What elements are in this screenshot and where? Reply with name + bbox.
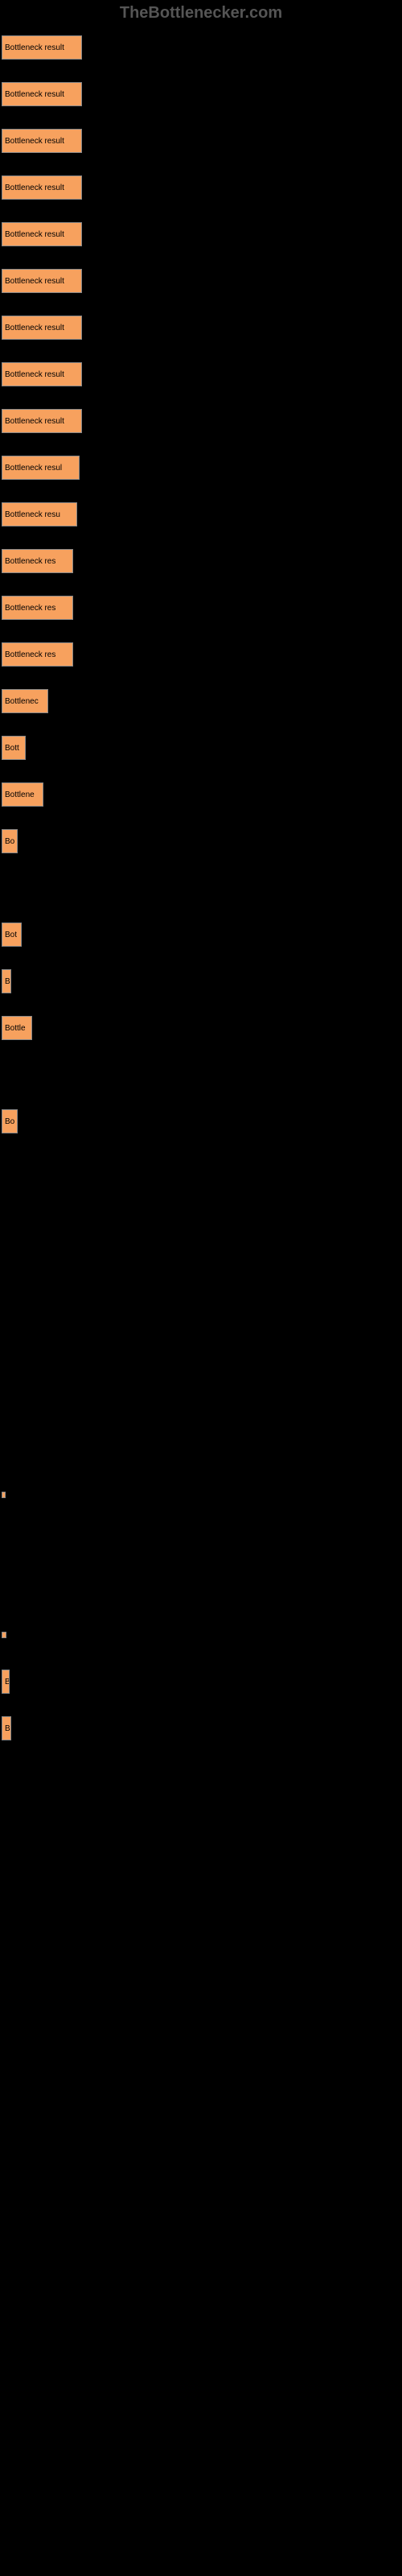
bar-row <box>0 1145 402 1191</box>
bar-row: Bottleneck result <box>0 304 402 350</box>
bar-row: Bottleneck resu <box>0 491 402 537</box>
bar-row: Bottleneck resul <box>0 444 402 490</box>
bar-row: Bottleneck result <box>0 24 402 70</box>
bar-row: Bottleneck result <box>0 71 402 117</box>
bar: Bottleneck resu <box>2 502 77 526</box>
bar <box>2 1632 6 1638</box>
bar: Bottleneck result <box>2 362 82 386</box>
bar-row <box>0 1238 402 1284</box>
bar-row <box>0 1191 402 1237</box>
bar: Bottleneck result <box>2 35 82 60</box>
bar-row: Bottlene <box>0 771 402 817</box>
watermark-text: TheBottlenecker.com <box>120 4 282 23</box>
bar-row: Bo <box>0 1098 402 1144</box>
bar-row <box>0 865 402 910</box>
bar: Bott <box>2 736 26 760</box>
bar-row: Bottleneck result <box>0 211 402 257</box>
bar-row: Bottleneck res <box>0 631 402 677</box>
bar-row: Bottleneck result <box>0 164 402 210</box>
bar: Bottleneck result <box>2 222 82 246</box>
bar: Bottleneck resul <box>2 456 80 480</box>
bar-row: B <box>0 1705 402 1751</box>
bar-row: Bottleneck result <box>0 118 402 163</box>
bar: Bo <box>2 1109 18 1133</box>
bar-row: B <box>0 1658 402 1704</box>
bar-row <box>0 1612 402 1657</box>
bar-row <box>0 1425 402 1471</box>
bar: Bottleneck result <box>2 175 82 200</box>
bar: B <box>2 969 11 993</box>
bar: Bottleneck result <box>2 269 82 293</box>
bar-row <box>0 1285 402 1331</box>
bar: Bottleneck result <box>2 129 82 153</box>
bar-row: Bot <box>0 911 402 957</box>
bar: Bottleneck result <box>2 316 82 340</box>
bar-row <box>0 1565 402 1611</box>
bar-row: Bo <box>0 818 402 864</box>
bar: Bottleneck res <box>2 549 73 573</box>
bar-row: Bottle <box>0 1005 402 1051</box>
bar: Bottle <box>2 1016 32 1040</box>
bar-row: Bottleneck result <box>0 398 402 444</box>
bar-row: B <box>0 958 402 1004</box>
bar-row <box>0 1378 402 1424</box>
bar-row <box>0 1472 402 1517</box>
bar: Bot <box>2 923 22 947</box>
bar <box>2 1492 6 1498</box>
bar: B <box>2 1716 11 1740</box>
bar: Bottlene <box>2 782 43 807</box>
bar-row: Bottleneck res <box>0 538 402 584</box>
bar: Bottleneck result <box>2 409 82 433</box>
bar: B <box>2 1670 10 1694</box>
bar-row: Bottleneck res <box>0 584 402 630</box>
bar: Bottleneck res <box>2 642 73 667</box>
bar-row: Bottleneck result <box>0 351 402 397</box>
bar: Bo <box>2 829 18 853</box>
bar-row: Bottleneck result <box>0 258 402 303</box>
bar-row: Bott <box>0 724 402 770</box>
bar: Bottlenec <box>2 689 48 713</box>
bar-row <box>0 1752 402 1798</box>
bar-row <box>0 1331 402 1377</box>
bar: Bottleneck res <box>2 596 73 620</box>
bar-row <box>0 1051 402 1097</box>
bar: Bottleneck result <box>2 82 82 106</box>
bar-row: Bottlenec <box>0 678 402 724</box>
chart-container: Bottleneck result Bottleneck result Bottle… <box>0 0 402 1798</box>
bar-row <box>0 1518 402 1564</box>
